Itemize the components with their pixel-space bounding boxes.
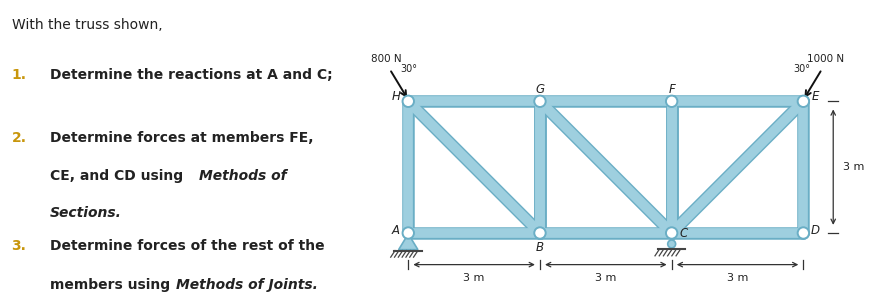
Text: Sections.: Sections. (50, 206, 122, 220)
Text: With the truss shown,: With the truss shown, (11, 18, 162, 32)
Text: 1000 N: 1000 N (806, 54, 843, 64)
Text: members using: members using (50, 278, 175, 292)
Text: H: H (391, 89, 400, 102)
Text: B: B (535, 241, 544, 254)
Text: F: F (667, 83, 674, 96)
Text: A: A (391, 224, 400, 237)
Circle shape (796, 227, 809, 239)
Text: 3 m: 3 m (842, 162, 863, 172)
Text: 800 N: 800 N (370, 54, 401, 64)
Text: 30°: 30° (792, 64, 809, 74)
Text: Determine forces at members FE,: Determine forces at members FE, (50, 131, 313, 145)
Circle shape (665, 227, 677, 239)
Text: 1.: 1. (11, 68, 26, 82)
Text: C: C (679, 227, 688, 239)
Circle shape (533, 227, 545, 239)
Text: 3 m: 3 m (726, 273, 747, 282)
Circle shape (665, 96, 677, 107)
Circle shape (402, 227, 414, 239)
Text: G: G (535, 83, 544, 96)
Circle shape (402, 96, 414, 107)
Text: 2.: 2. (11, 131, 26, 145)
Text: Methods of: Methods of (199, 169, 286, 183)
Text: CE, and CD using: CE, and CD using (50, 169, 188, 183)
Text: D: D (810, 224, 819, 237)
Text: E: E (811, 89, 818, 102)
Text: Determine forces of the rest of the: Determine forces of the rest of the (50, 239, 324, 253)
Circle shape (533, 96, 545, 107)
Text: 3 m: 3 m (595, 273, 616, 282)
Text: 3.: 3. (11, 239, 26, 253)
Polygon shape (398, 234, 417, 250)
Text: 30°: 30° (400, 64, 417, 74)
Text: Determine the reactions at A and C;: Determine the reactions at A and C; (50, 68, 332, 82)
Circle shape (796, 96, 809, 107)
Text: Methods of Joints.: Methods of Joints. (175, 278, 317, 292)
Circle shape (667, 240, 675, 248)
Text: 3 m: 3 m (463, 273, 484, 282)
